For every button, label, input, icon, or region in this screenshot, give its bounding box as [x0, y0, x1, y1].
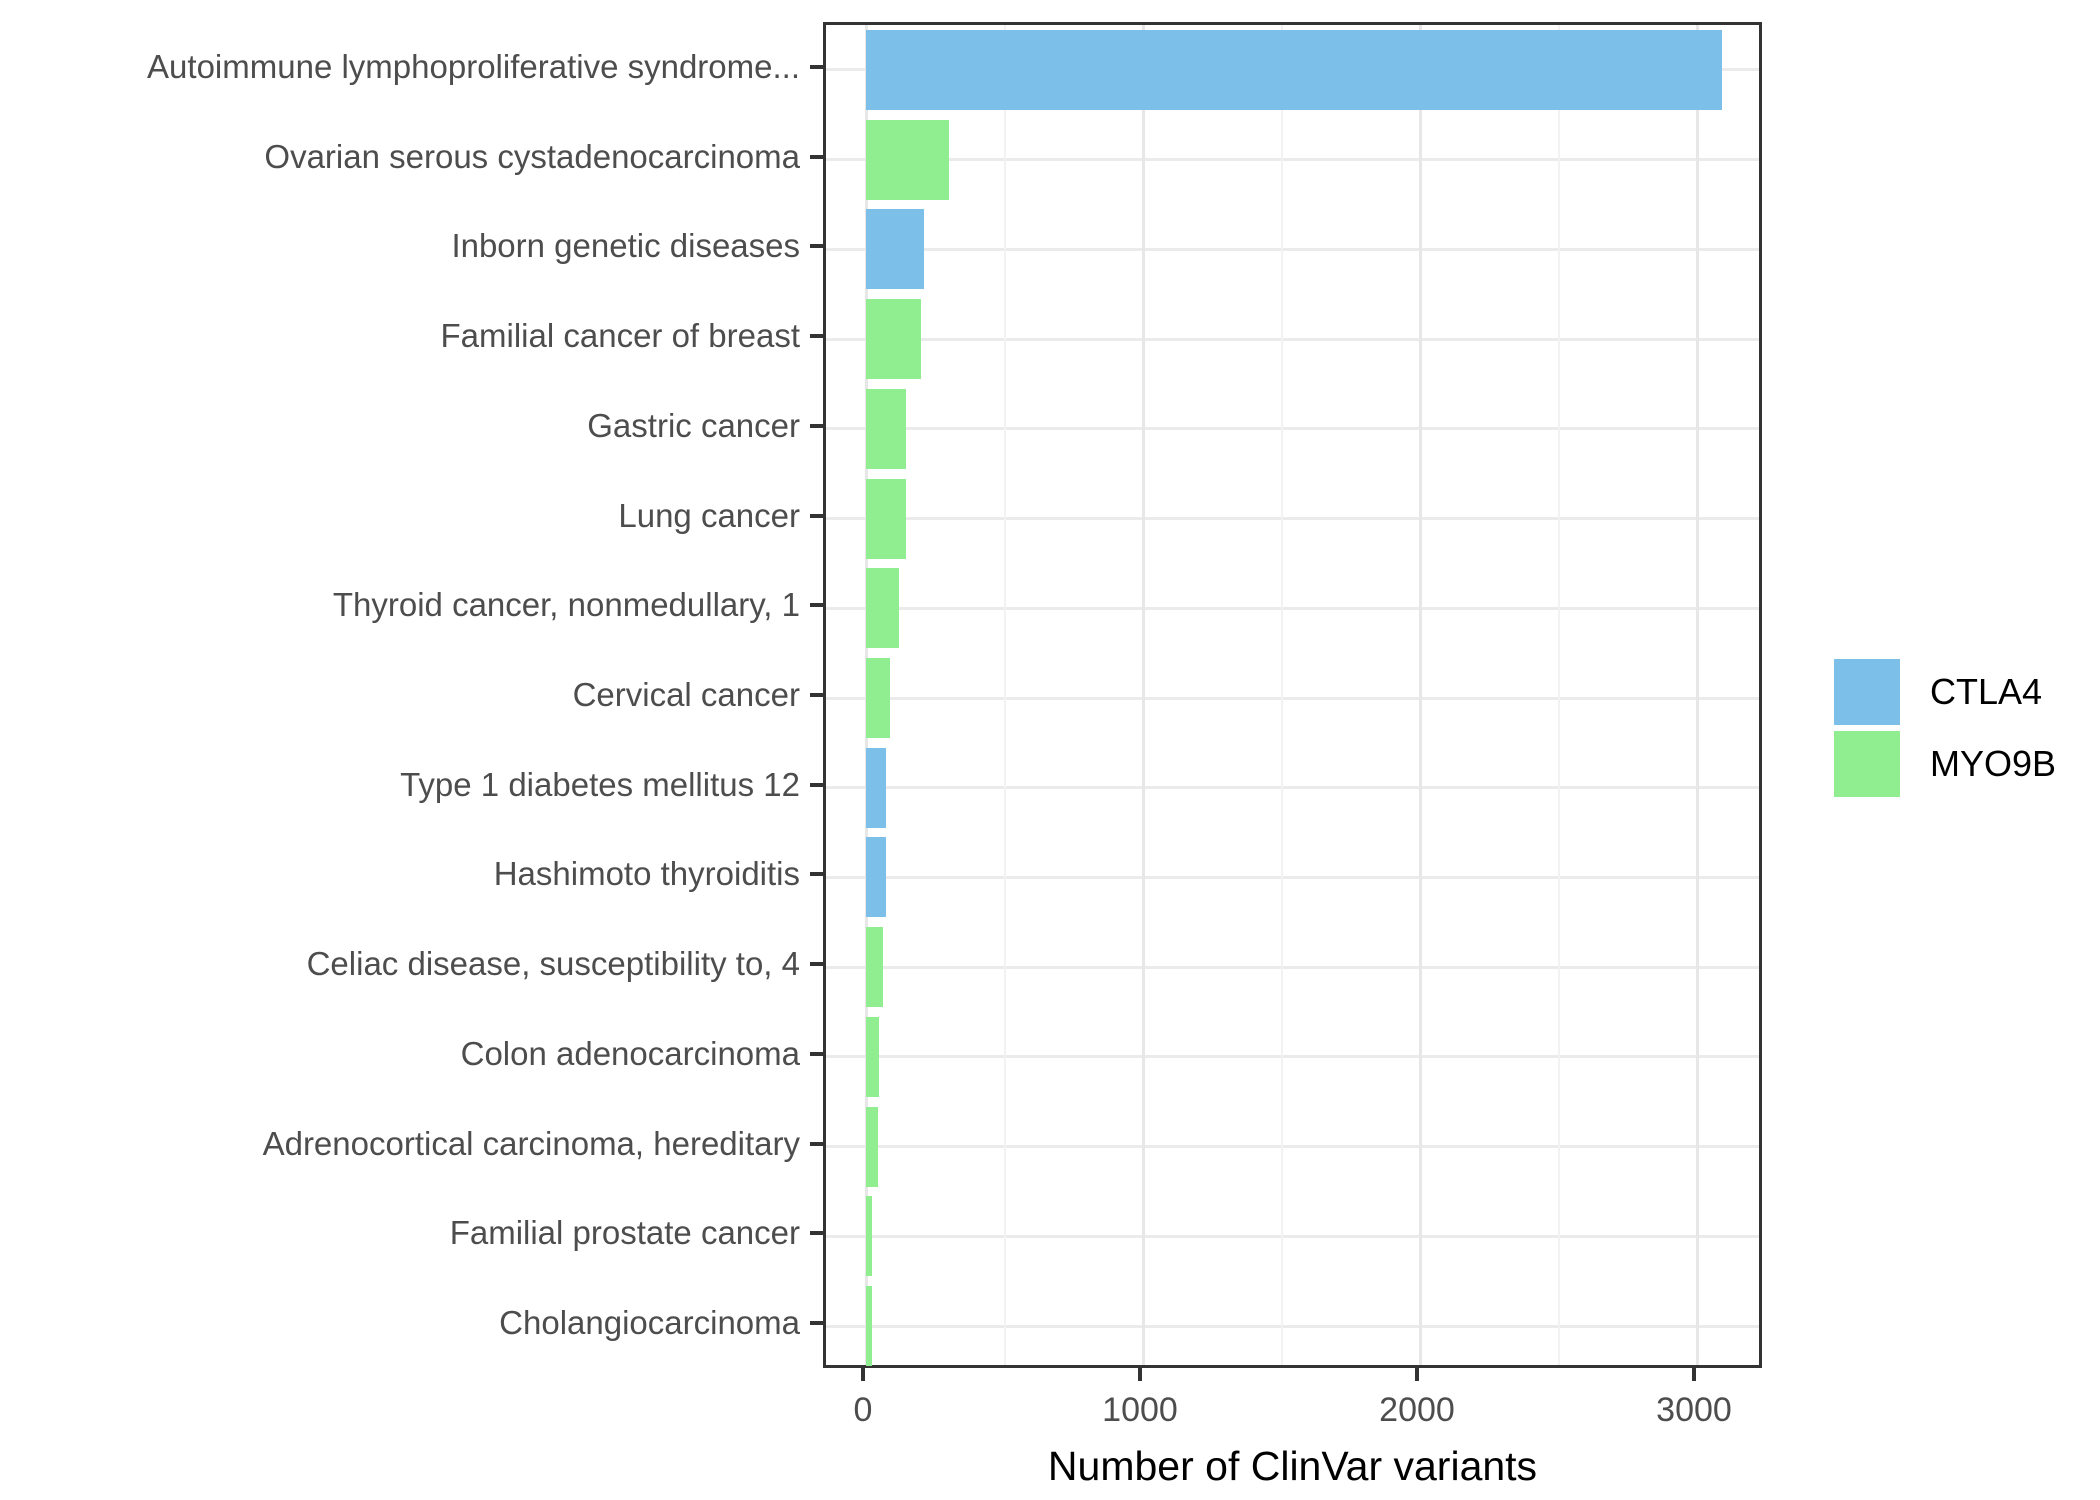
y-axis-label: Adrenocortical carcinoma, hereditary	[262, 1124, 800, 1162]
bar-myo9b	[866, 658, 890, 738]
y-axis-label: Celiac disease, susceptibility to, 4	[306, 945, 800, 983]
y-axis-tick	[810, 334, 823, 339]
gridline-horizontal	[826, 786, 1759, 790]
gridline-horizontal	[826, 1234, 1759, 1238]
x-axis-title: Number of ClinVar variants	[1047, 1443, 1538, 1489]
y-axis-tick	[810, 872, 823, 877]
gridline-vertical-minor	[1003, 25, 1006, 1365]
gridline-vertical-minor	[1280, 25, 1283, 1365]
x-axis-tick	[1415, 1368, 1419, 1381]
y-axis-tick	[810, 513, 823, 518]
gridline-vertical-major	[1695, 25, 1699, 1365]
gridline-horizontal	[826, 158, 1759, 162]
x-axis-tick-label: 2000	[1379, 1391, 1455, 1429]
gridline-vertical-major	[1418, 25, 1422, 1365]
bar-myo9b	[866, 299, 922, 380]
bar-myo9b	[866, 1106, 879, 1187]
bar-ctla4	[866, 209, 925, 290]
y-axis-tick	[810, 962, 823, 967]
y-axis-label: Inborn genetic diseases	[451, 227, 800, 265]
legend-item: MYO9B	[1834, 731, 2056, 797]
y-axis-label: Cholangiocarcinoma	[499, 1304, 800, 1342]
y-axis-label: Gastric cancer	[587, 406, 800, 444]
y-axis-label: Autoimmune lymphoproliferative syndrome.…	[147, 47, 800, 85]
y-axis-label: Lung cancer	[618, 496, 800, 534]
bar-ctla4	[866, 837, 886, 918]
gridline-horizontal	[826, 875, 1759, 879]
y-axis-tick	[810, 603, 823, 608]
y-axis-tick	[810, 782, 823, 787]
y-axis-label: Familial prostate cancer	[449, 1214, 800, 1252]
y-axis-tick	[810, 1231, 823, 1236]
gridline-horizontal	[826, 337, 1759, 341]
gridline-horizontal	[826, 1145, 1759, 1149]
y-axis-label: Colon adenocarcinoma	[460, 1034, 800, 1072]
bar-myo9b	[866, 1016, 880, 1097]
legend-label: MYO9B	[1930, 743, 2057, 784]
bar-myo9b	[866, 388, 907, 469]
gridline-horizontal	[826, 517, 1759, 521]
gridline-horizontal	[826, 427, 1759, 431]
bar-myo9b	[866, 1196, 873, 1277]
bar-myo9b	[866, 927, 883, 1008]
legend-swatch-myo9b-icon	[1834, 731, 1900, 797]
x-axis-tick	[1692, 1368, 1696, 1381]
bar-myo9b	[866, 478, 906, 559]
x-axis-tick-label: 0	[853, 1391, 873, 1429]
x-axis-tick-label: 1000	[1102, 1391, 1178, 1429]
y-axis-label: Familial cancer of breast	[440, 317, 800, 355]
y-axis-tick	[810, 423, 823, 428]
legend-item: CTLA4	[1834, 659, 2056, 725]
y-axis-label: Type 1 diabetes mellitus 12	[400, 765, 800, 803]
gridline-horizontal	[826, 696, 1759, 700]
gridline-vertical-major	[1141, 25, 1145, 1365]
y-axis-tick	[810, 693, 823, 697]
x-axis-tick	[1138, 1368, 1142, 1381]
legend-swatch-ctla4-icon	[1834, 659, 1900, 725]
gridline-horizontal	[826, 1055, 1759, 1059]
gridline-horizontal	[826, 1324, 1759, 1328]
plot-panel	[823, 22, 1762, 1368]
bar-ctla4	[866, 747, 886, 828]
y-axis-tick	[810, 1051, 823, 1056]
gridline-horizontal	[826, 606, 1759, 610]
y-axis-label: Thyroid cancer, nonmedullary, 1	[332, 586, 800, 624]
y-axis-tick	[810, 154, 823, 159]
y-axis-label: Hashimoto thyroiditis	[493, 855, 800, 893]
y-axis-tick	[810, 244, 823, 249]
x-axis-tick	[861, 1368, 865, 1381]
legend-label: CTLA4	[1930, 671, 2043, 712]
y-axis-label: Cervical cancer	[572, 676, 800, 713]
gridline-horizontal	[826, 247, 1759, 251]
gridline-horizontal	[826, 965, 1759, 969]
bar-myo9b	[866, 1286, 872, 1367]
bar-myo9b	[866, 119, 950, 200]
legend: CTLA4 MYO9B	[1834, 659, 2056, 803]
gridline-vertical-minor	[1557, 25, 1560, 1365]
y-axis-tick	[810, 1321, 823, 1326]
bar-myo9b	[866, 568, 900, 649]
y-axis-label: Ovarian serous cystadenocarcinoma	[264, 137, 800, 175]
bar-ctla4	[866, 29, 1722, 110]
x-axis-tick-label: 3000	[1656, 1391, 1732, 1429]
y-axis-tick	[810, 64, 823, 69]
y-axis-tick	[810, 1141, 823, 1146]
